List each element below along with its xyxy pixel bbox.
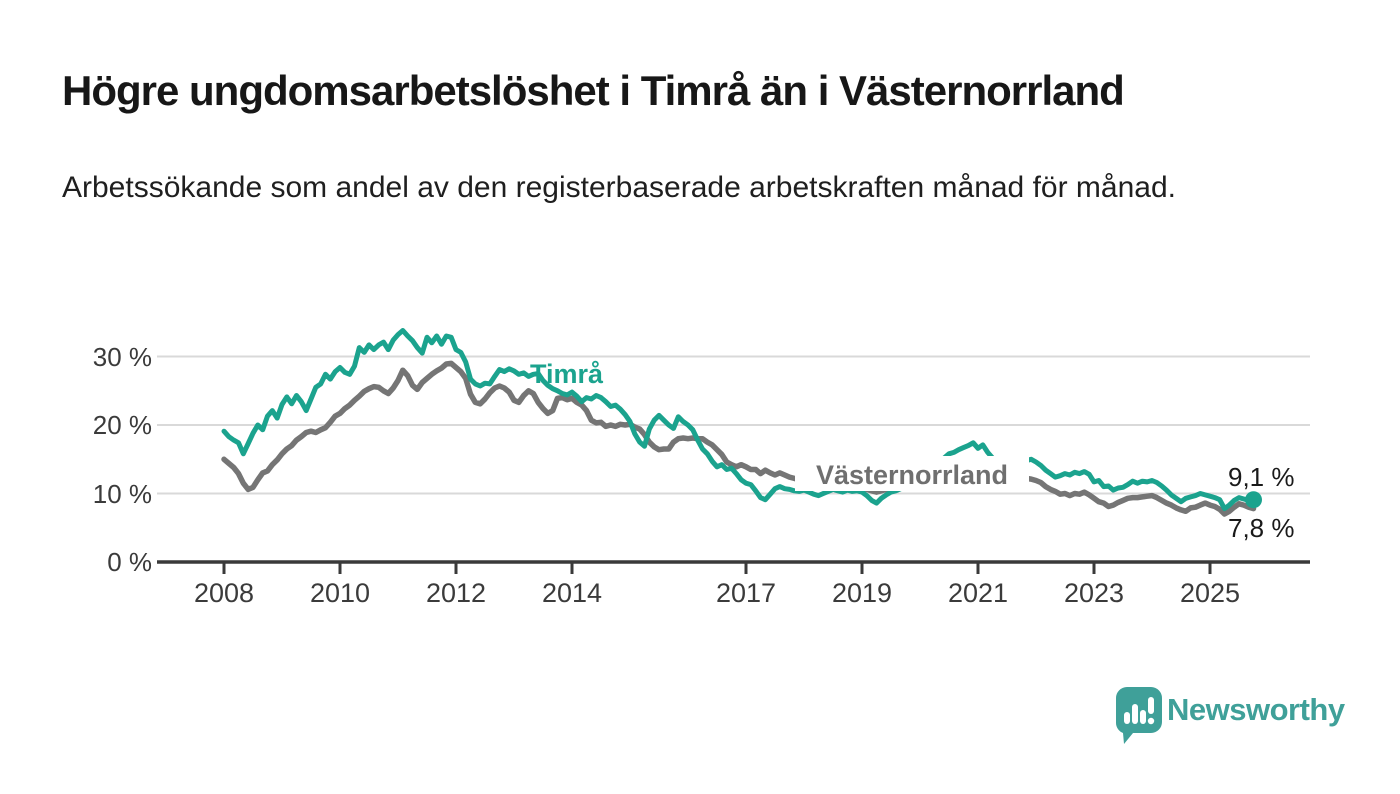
x-axis-ticks [222,562,1212,574]
vasternorrland-series-label: Västernorrland [816,460,1008,490]
x-tick-label: 2025 [1180,578,1240,608]
y-tick-label-0: 0 % [107,547,152,577]
newsworthy-logo-icon [1115,687,1162,744]
x-tick-label: 2010 [310,578,370,608]
brand-name: Newsworthy [1167,692,1345,727]
bar-chart-glyph [1124,697,1155,725]
x-tick-label: 2012 [426,578,486,608]
vasternorrland-label-backdrop [795,456,1029,491]
page-title: Högre ungdomsarbetslöshet i Timrå än i V… [62,67,1125,114]
timra-series-label: Timrå [530,359,604,389]
y-axis-labels: 30 % 20 % 10 % 0 % [93,342,152,577]
x-tick-label: 2019 [832,578,892,608]
vasternorrland-line [221,360,1257,517]
timra-line [221,328,1256,512]
x-tick-label: 2008 [194,578,254,608]
x-axis: 2008 2010 2012 2014 2017 2019 2021 2023 … [157,560,1310,608]
x-tick-label: 2021 [948,578,1008,608]
x-tick-label: 2023 [1064,578,1124,608]
x-tick-label: 2017 [716,578,776,608]
timra-end-value-label: 9,1 % [1228,462,1295,492]
y-tick-label-20: 20 % [93,410,152,440]
y-tick-label-10: 10 % [93,479,152,509]
y-tick-label-30: 30 % [93,342,152,372]
vasternorrland-end-value-label: 7,8 % [1228,513,1295,543]
page-subtitle: Arbetssökande som andel av den registerb… [62,171,1176,204]
speech-bubble-shape [1115,687,1162,744]
timra-end-point-marker [1245,491,1262,509]
gridlines [157,355,1310,495]
x-axis-labels: 2008 2010 2012 2014 2017 2019 2021 2023 … [194,578,1240,608]
x-tick-label: 2014 [542,578,602,608]
